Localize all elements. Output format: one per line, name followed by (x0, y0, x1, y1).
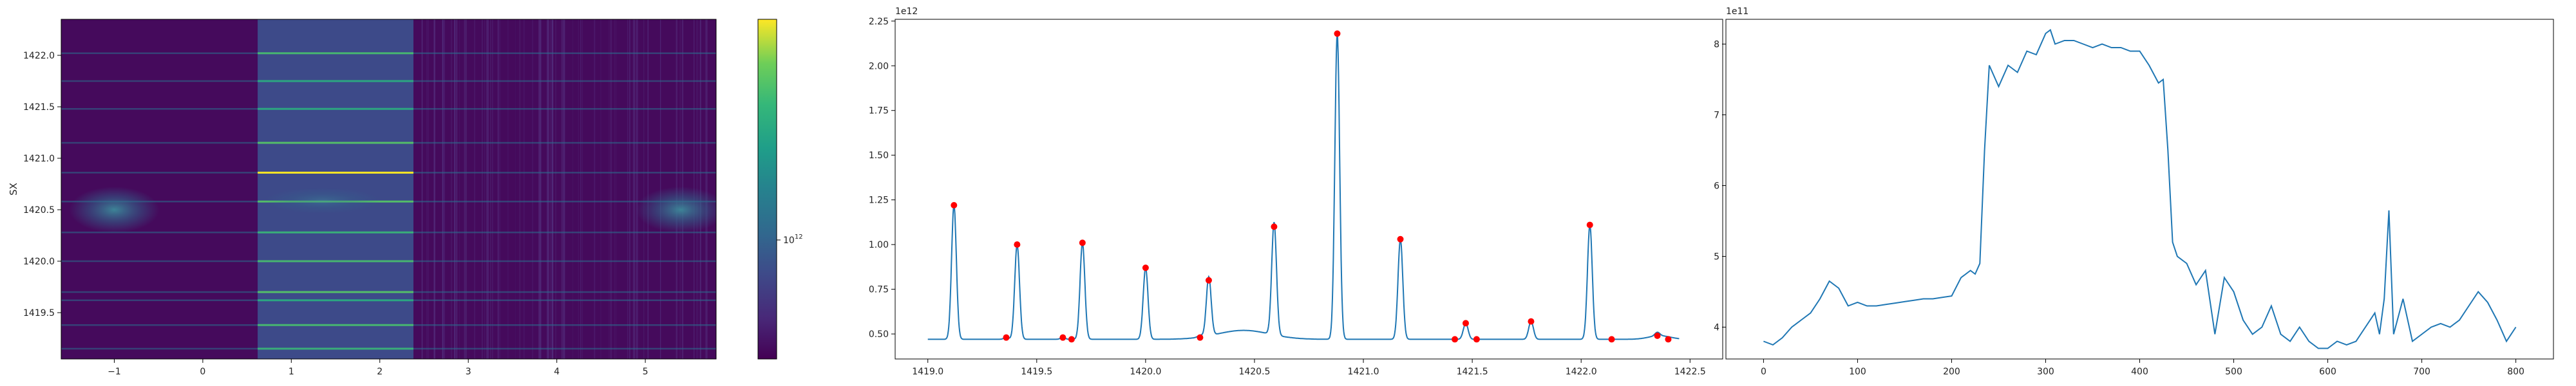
x-tick-label: 700 (2413, 367, 2430, 377)
heatmap-plot (61, 19, 716, 359)
peaks-frame (895, 19, 1723, 360)
colorbar: 1012 (757, 19, 803, 360)
peak-marker (1205, 277, 1212, 284)
y-tick-label: 7 (1714, 111, 1719, 121)
peak-marker (1586, 221, 1593, 228)
peak-marker (1059, 334, 1066, 341)
heatmap-glow (69, 187, 160, 233)
peak-marker (1473, 336, 1480, 343)
y-tick-label: 1421.0 (23, 154, 55, 164)
y-tick-label: 6 (1714, 181, 1719, 192)
heatmap-axes: −1 0 1 2 3 4 5 1419.5 1420.0 1420.5 1421.0 1421.5 14… (23, 51, 649, 377)
x-tick-label: 400 (2131, 367, 2148, 377)
peak-marker (1197, 334, 1204, 341)
peaks-plot (927, 30, 1680, 343)
y-tick-label: 1.50 (869, 151, 889, 161)
x-tick-label: 100 (1849, 367, 1866, 377)
trace-plot (1763, 28, 2517, 349)
x-tick-label: 2 (377, 367, 383, 377)
colorbar-tick-label: 1012 (783, 234, 803, 246)
x-tick-label: 4 (554, 367, 560, 377)
y-tick-label: 1.25 (869, 196, 889, 206)
trace-frame (1725, 19, 2554, 360)
y-tick-label: 0.50 (869, 329, 889, 340)
x-tick-label: 800 (2507, 367, 2524, 377)
y-tick-label: 2.25 (869, 17, 889, 27)
x-tick-label: 1420.5 (1238, 367, 1270, 377)
x-tick-label: 300 (2037, 367, 2054, 377)
y-tick-label: 1.00 (869, 240, 889, 250)
x-tick-label: 1422.5 (1674, 367, 1706, 377)
heatmap-y-axis-label: SX (8, 183, 19, 196)
y-tick-label: 1420.0 (23, 257, 55, 267)
x-tick-label: 1421.0 (1348, 367, 1379, 377)
y-tick-label: 1422.0 (23, 51, 55, 61)
trace-offset-label: 1e11 (1726, 6, 1748, 17)
colorbar-gradient (757, 19, 777, 360)
peak-marker (1079, 239, 1086, 246)
x-tick-label: −1 (108, 367, 121, 377)
peak-marker (1271, 223, 1278, 230)
peak-marker (1462, 320, 1469, 327)
peaks-panel: 1419.0 1419.5 1420.0 1420.5 1421.0 1421.5 1422… (869, 6, 1723, 377)
peaks-axes: 1419.0 1419.5 1420.0 1420.5 1421.0 1421.5 1422… (869, 17, 1706, 377)
heatmap-panel: −1 0 1 2 3 4 51419.51420.01420.51421.01421.514… (8, 19, 803, 377)
colorbar-tick-exponent: 12 (795, 234, 803, 241)
x-tick-label: 1419.0 (912, 367, 943, 377)
trace-panel: 0 100 200 300 400 500 600 700 800 4 5 6 7 8 1e11 (1714, 6, 2554, 378)
y-tick-label: 1419.5 (23, 308, 55, 318)
y-tick-label: 0.75 (869, 285, 889, 295)
x-tick-label: 5 (643, 367, 649, 377)
x-tick-label: 600 (2319, 367, 2336, 377)
peaks-offset-label: 1e12 (895, 6, 918, 17)
y-tick-label: 1420.5 (23, 205, 55, 216)
y-tick-label: 8 (1714, 40, 1719, 50)
x-tick-label: 0 (1761, 367, 1766, 377)
y-tick-label: 2.00 (869, 61, 889, 71)
peak-marker (1014, 241, 1021, 248)
peaks-series-line (927, 33, 1680, 340)
heatmap-glow (636, 187, 716, 233)
x-tick-label: 3 (466, 367, 471, 377)
peak-marker (1397, 235, 1404, 243)
x-tick-label: 0 (200, 367, 205, 377)
x-tick-label: 200 (1943, 367, 1960, 377)
x-tick-label: 1 (289, 367, 294, 377)
peak-marker (1528, 318, 1535, 325)
heatmap-glow (264, 188, 381, 214)
x-tick-label: 1421.5 (1457, 367, 1488, 377)
y-tick-label: 1421.5 (23, 102, 55, 113)
peak-marker (1608, 336, 1615, 343)
y-tick-label: 5 (1714, 252, 1719, 262)
x-tick-label: 500 (2225, 367, 2242, 377)
peak-marker (951, 202, 958, 209)
peak-marker (1334, 30, 1341, 37)
peak-marker (1003, 334, 1010, 341)
x-tick-label: 1419.5 (1021, 367, 1052, 377)
heatmap-frame (61, 19, 717, 360)
trace-series-line (1763, 28, 2517, 349)
x-tick-label: 1422.0 (1566, 367, 1597, 377)
peak-marker (1142, 264, 1149, 271)
x-tick-label: 1420.0 (1130, 367, 1161, 377)
y-tick-label: 1.75 (869, 106, 889, 116)
trace-axes: 0 100 200 300 400 500 600 700 800 4 5 6 7 8 (1714, 40, 2524, 378)
peak-marker (1452, 336, 1459, 343)
peak-marker (1068, 336, 1075, 343)
peak-marker (1665, 336, 1672, 343)
y-tick-label: 4 (1714, 323, 1719, 333)
peak-marker (1654, 332, 1661, 339)
